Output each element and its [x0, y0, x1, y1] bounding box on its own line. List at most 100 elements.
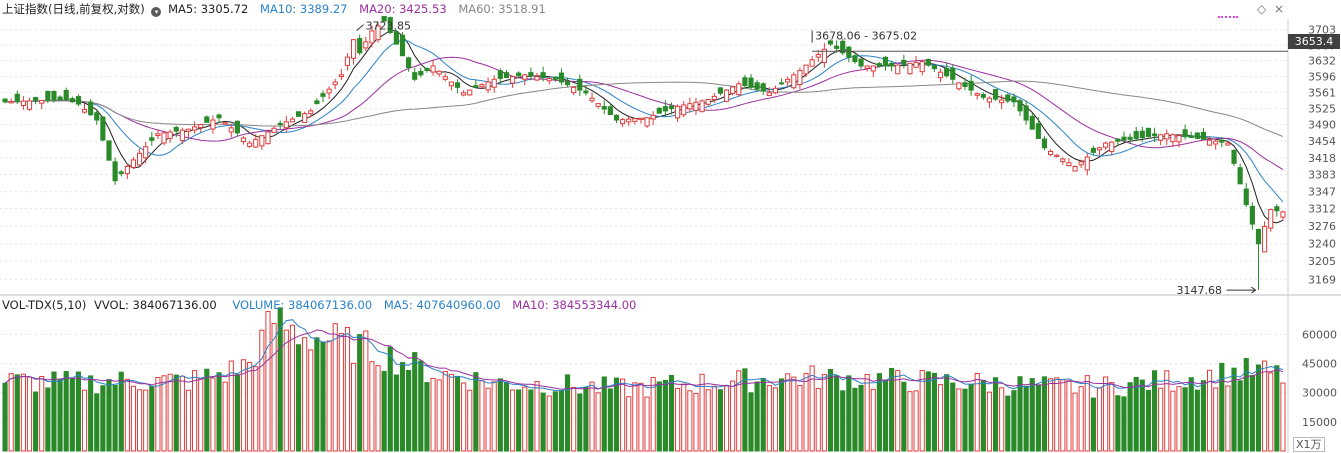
volume-bar[interactable]	[534, 380, 540, 452]
candle-body[interactable]	[693, 101, 699, 111]
candle-body[interactable]	[846, 46, 852, 58]
volume-bar[interactable]	[8, 373, 14, 452]
volume-bar[interactable]	[815, 388, 821, 452]
volume-bar[interactable]	[821, 374, 827, 452]
candle-body[interactable]	[760, 83, 766, 92]
volume-bar[interactable]	[1182, 387, 1188, 452]
volume-bar[interactable]	[1255, 364, 1262, 452]
volume-bar[interactable]	[393, 374, 399, 452]
volume-bar[interactable]	[699, 373, 705, 452]
volume-bars[interactable]	[2, 307, 1286, 452]
candle-body[interactable]	[1158, 134, 1164, 141]
candle-body[interactable]	[289, 118, 296, 123]
candle-body[interactable]	[589, 97, 595, 102]
candle-body[interactable]	[1011, 96, 1017, 103]
volume-bar[interactable]	[216, 372, 222, 452]
volume-bar[interactable]	[155, 376, 161, 452]
candle-body[interactable]	[516, 72, 522, 77]
candle-body[interactable]	[1005, 94, 1011, 102]
volume-bar[interactable]	[1213, 387, 1219, 452]
candle-body[interactable]	[118, 171, 124, 175]
volume-bar[interactable]	[693, 392, 699, 452]
candle-body[interactable]	[778, 82, 785, 85]
volume-bar[interactable]	[467, 389, 473, 452]
volume-bar[interactable]	[1017, 376, 1023, 452]
volume-bar[interactable]	[687, 390, 693, 452]
candle-body[interactable]	[876, 63, 882, 67]
candle-body[interactable]	[546, 77, 552, 82]
volume-bar[interactable]	[81, 389, 88, 452]
candle-body[interactable]	[742, 77, 748, 87]
volume-bar[interactable]	[1127, 382, 1133, 452]
candle-body[interactable]	[736, 83, 742, 96]
volume-bar[interactable]	[1054, 377, 1060, 452]
volume-bar[interactable]	[858, 384, 864, 452]
candle-body[interactable]	[332, 81, 338, 86]
candle-body[interactable]	[528, 72, 534, 77]
volume-bar[interactable]	[1164, 370, 1170, 452]
candle-body[interactable]	[448, 81, 454, 87]
candle-body[interactable]	[198, 124, 204, 128]
candle-body[interactable]	[479, 84, 485, 88]
volume-bar[interactable]	[210, 377, 216, 452]
candle-body[interactable]	[772, 87, 779, 94]
candle-body[interactable]	[509, 76, 516, 84]
volume-bar[interactable]	[717, 389, 724, 452]
volume-bar[interactable]	[797, 384, 803, 452]
candle-body[interactable]	[840, 40, 846, 54]
candle-body[interactable]	[1219, 139, 1225, 143]
volume-bar[interactable]	[999, 387, 1005, 452]
candle-body[interactable]	[730, 86, 736, 94]
volume-bar[interactable]	[442, 371, 448, 452]
volume-bar[interactable]	[112, 384, 118, 452]
diamond-icon[interactable]: ◇	[1257, 2, 1267, 16]
volume-bar[interactable]	[106, 379, 112, 452]
volume-bar[interactable]	[271, 322, 277, 452]
candle-body[interactable]	[369, 30, 375, 44]
candle-body[interactable]	[155, 133, 161, 137]
candle-body[interactable]	[1072, 165, 1078, 172]
candle-body[interactable]	[326, 88, 332, 94]
candle-body[interactable]	[681, 104, 687, 116]
volume-bar[interactable]	[14, 374, 20, 452]
candle-body[interactable]	[1029, 115, 1035, 130]
volume-bar[interactable]	[1200, 380, 1207, 452]
candle-body[interactable]	[901, 59, 907, 65]
volume-bar[interactable]	[595, 392, 601, 452]
candle-body[interactable]	[1206, 139, 1213, 146]
volume-bar[interactable]	[632, 382, 638, 452]
volume-bar[interactable]	[650, 377, 656, 452]
candle-body[interactable]	[809, 59, 815, 67]
candle-body[interactable]	[827, 40, 834, 45]
volume-bar[interactable]	[1066, 380, 1072, 452]
candle-body[interactable]	[473, 85, 479, 88]
candle-body[interactable]	[94, 112, 100, 121]
close-icon[interactable]: ×	[1274, 2, 1285, 16]
volume-bar[interactable]	[730, 380, 736, 452]
candle-body[interactable]	[57, 96, 63, 101]
candle-body[interactable]	[937, 71, 944, 79]
volume-bar[interactable]	[803, 373, 809, 452]
candle-body[interactable]	[497, 70, 503, 79]
candle-body[interactable]	[1017, 100, 1023, 112]
volume-bar[interactable]	[1206, 369, 1213, 452]
volume-bar[interactable]	[1041, 376, 1048, 452]
volume-bar[interactable]	[827, 368, 834, 452]
candle-body[interactable]	[882, 56, 889, 67]
volume-bar[interactable]	[332, 323, 338, 452]
volume-bar[interactable]	[1262, 360, 1268, 452]
candle-body[interactable]	[797, 69, 803, 86]
candle-body[interactable]	[320, 93, 326, 97]
candle-body[interactable]	[540, 72, 546, 79]
volume-bar[interactable]	[369, 361, 375, 452]
candle-body[interactable]	[81, 108, 88, 113]
volume-bar[interactable]	[406, 369, 412, 452]
volume-bar[interactable]	[571, 386, 577, 452]
volume-bar[interactable]	[51, 371, 57, 452]
volume-bar[interactable]	[864, 373, 870, 452]
volume-bar[interactable]	[350, 362, 357, 452]
candle-body[interactable]	[785, 78, 791, 83]
candle-body[interactable]	[766, 92, 772, 96]
candle-body[interactable]	[650, 114, 656, 120]
volume-bar[interactable]	[497, 378, 503, 452]
